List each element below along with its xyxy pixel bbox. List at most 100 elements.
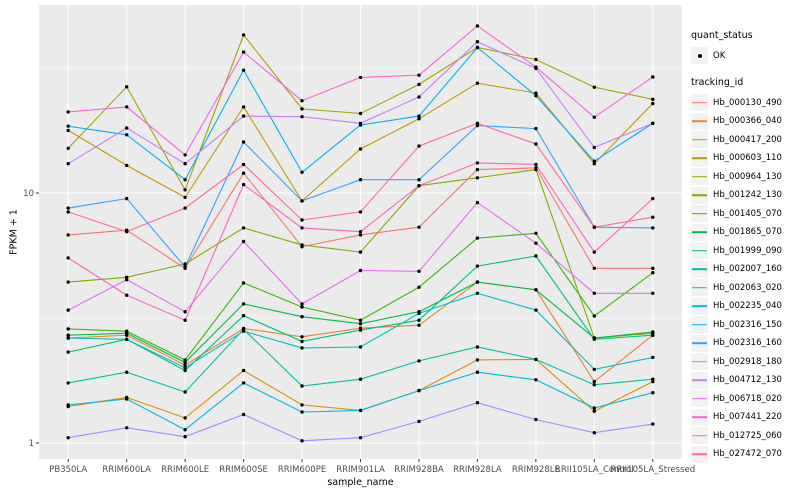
- data-point: [651, 75, 655, 79]
- data-point: [592, 431, 596, 435]
- data-point: [66, 280, 70, 284]
- data-point: [651, 226, 655, 230]
- data-point: [125, 275, 129, 279]
- legend-line-swatch-icon: [692, 286, 707, 289]
- data-point: [592, 159, 596, 163]
- data-point: [651, 271, 655, 275]
- data-point: [475, 370, 480, 374]
- data-point: [592, 379, 596, 384]
- data-point: [417, 323, 421, 327]
- data-point: [358, 318, 363, 322]
- legend-key: [691, 131, 708, 148]
- legend-key: [691, 168, 708, 185]
- data-point: [417, 117, 421, 121]
- legend-item-Hb_000130_490: Hb_000130_490: [691, 94, 799, 111]
- data-point: [475, 280, 480, 284]
- data-point: [534, 417, 538, 422]
- legend-item-Hb_002316_160: Hb_002316_160: [691, 334, 799, 352]
- data-point: [475, 161, 480, 165]
- data-point: [651, 215, 655, 219]
- legend-items-tracking-id: Hb_000130_490 Hb_000366_040 Hb_000417_200 H…: [691, 94, 799, 463]
- data-point: [241, 329, 246, 333]
- data-point: [417, 184, 421, 188]
- legend-line-swatch-icon: [692, 268, 707, 270]
- data-point: [66, 162, 70, 166]
- data-point: [241, 68, 246, 72]
- data-point: [66, 333, 70, 337]
- legend-item-label: Hb_006718_020: [713, 393, 782, 404]
- data-point: [592, 85, 596, 89]
- data-point: [534, 231, 538, 235]
- data-point: [125, 370, 129, 374]
- data-point: [592, 314, 596, 318]
- data-point: [300, 384, 304, 388]
- data-point: [183, 363, 187, 367]
- legend-item-label: Hb_002235_040: [713, 301, 782, 311]
- data-point: [651, 391, 655, 395]
- legend-item-label: Hb_001865_070: [713, 227, 782, 237]
- data-point: [417, 318, 421, 322]
- data-point: [651, 379, 655, 384]
- data-point: [534, 357, 538, 362]
- data-point: [534, 94, 538, 98]
- data-point: [475, 200, 480, 205]
- legend-item-label: Hb_002316_160: [713, 338, 782, 348]
- legend-line-swatch-icon: [692, 138, 707, 141]
- data-point: [592, 225, 596, 229]
- data-point: [66, 327, 70, 331]
- data-point: [358, 111, 363, 116]
- data-point: [183, 178, 187, 182]
- data-point: [183, 262, 187, 266]
- data-point: [358, 210, 363, 214]
- legend-key: [691, 112, 708, 130]
- data-point: [241, 171, 246, 175]
- legend-item-Hb_007441_220: Hb_007441_220: [691, 408, 799, 426]
- data-point: [417, 285, 421, 289]
- data-point: [125, 126, 129, 130]
- legend-key: [691, 316, 708, 333]
- data-point: [241, 381, 246, 385]
- data-point: [183, 206, 187, 210]
- data-point: [300, 107, 304, 111]
- legend-line-swatch-icon: [692, 249, 707, 252]
- legend-line-swatch-icon: [692, 342, 707, 344]
- legend-key: [691, 445, 708, 463]
- legend-key: [691, 94, 708, 111]
- y-tick-label: 10: [23, 189, 34, 199]
- data-point: [241, 162, 246, 167]
- data-point: [417, 388, 421, 393]
- data-point: [125, 278, 129, 282]
- data-point: [651, 97, 655, 102]
- data-point: [651, 101, 655, 106]
- data-point: [592, 145, 596, 150]
- legend-item-label: Hb_001242_130: [713, 190, 782, 200]
- x-tick-label: RRIM928LE: [512, 465, 560, 475]
- legend-key: [691, 408, 708, 426]
- data-point: [358, 268, 363, 273]
- data-point: [241, 114, 246, 118]
- data-point: [358, 121, 363, 126]
- x-tick-label: RRII105LA_Control: [555, 465, 634, 475]
- data-point: [241, 239, 246, 244]
- data-point: [592, 115, 596, 119]
- data-point: [358, 436, 363, 440]
- data-point: [183, 318, 187, 322]
- data-point: [358, 377, 363, 381]
- data-point: [241, 140, 246, 144]
- data-point: [125, 105, 129, 109]
- data-point: [241, 50, 246, 54]
- data-point: [183, 265, 187, 269]
- data-point: [651, 196, 655, 201]
- data-point: [66, 124, 70, 128]
- legend-item-label: Hb_004712_130: [713, 375, 782, 385]
- data-point: [592, 337, 596, 341]
- data-point: [534, 254, 538, 258]
- legend-item-Hb_000366_040: Hb_000366_040: [691, 112, 799, 130]
- data-point: [475, 176, 480, 180]
- data-point: [534, 288, 538, 292]
- data-point: [300, 199, 304, 203]
- legend-item-label: Hb_002007_160: [713, 264, 782, 274]
- data-point: [592, 383, 596, 387]
- legend-item-label: Hb_002063_020: [713, 282, 782, 293]
- data-point: [183, 366, 187, 370]
